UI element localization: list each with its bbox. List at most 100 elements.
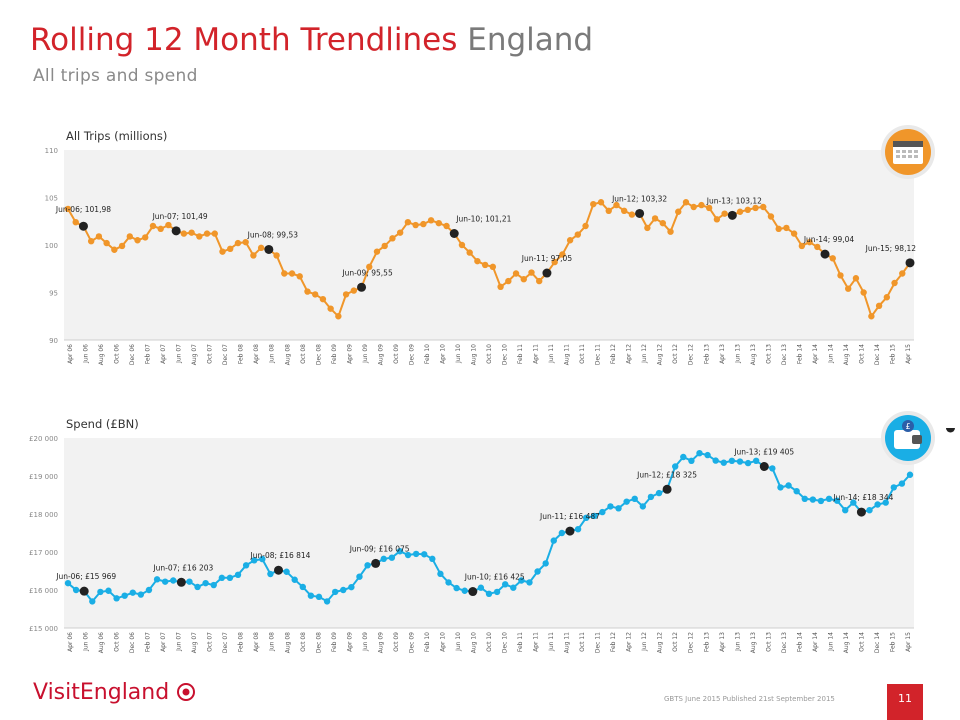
trips-data-point (381, 242, 388, 250)
trips-data-point (373, 248, 381, 255)
trips-x-tick-label: Dec 07 (222, 344, 229, 365)
spend-data-label: Jun-08; £16 814 (250, 551, 311, 560)
spend-data-point (712, 457, 719, 464)
spend-data-point (259, 555, 266, 563)
spend-x-tick-label: Dec 13 (781, 632, 788, 653)
trips-highlight-point (820, 249, 830, 259)
trips-data-point (536, 277, 543, 285)
spend-data-point (833, 497, 841, 504)
trips-x-tick-label: Jun 13 (734, 344, 741, 364)
trips-x-tick-label: Aug 11 (564, 344, 571, 365)
trips-data-point (72, 219, 79, 226)
trips-x-tick-label: Dec 10 (502, 344, 509, 365)
trips-x-tick-label: Feb 13 (703, 344, 710, 364)
trips-data-point (551, 258, 558, 266)
spend-x-tick-label: Feb 09 (331, 632, 338, 652)
spend-data-point (429, 555, 436, 563)
trips-data-point (396, 229, 404, 236)
trips-data-point (458, 241, 466, 249)
spend-data-point (364, 562, 371, 569)
spend-data-point (121, 592, 128, 599)
trips-data-point (675, 208, 682, 215)
spend-data-point (234, 571, 242, 578)
spend-data-point (534, 568, 541, 575)
trips-x-tick-label: Oct 11 (579, 344, 586, 364)
spend-x-tick-label: Aug 10 (470, 632, 477, 653)
spend-data-point (493, 588, 501, 596)
trips-x-tick-label: Oct 07 (207, 344, 214, 364)
spend-data-point (453, 584, 460, 592)
spend-data-point (688, 457, 695, 464)
spend-data-label: Jun-11; £16 487 (539, 512, 600, 521)
spend-data-point (323, 598, 331, 605)
spend-x-tick-label: Feb 07 (145, 632, 152, 652)
trips-data-point (682, 199, 690, 206)
spend-data-point (631, 495, 638, 502)
trips-data-label: Jun-07; 101,49 (152, 212, 208, 221)
spend-x-tick-label: Feb 12 (610, 632, 617, 652)
spend-data-point (801, 495, 808, 502)
trips-x-tick-label: Jun 10 (455, 344, 462, 364)
spend-data-point (226, 574, 234, 582)
trips-data-point (590, 200, 597, 208)
spend-x-tick-label: Feb 14 (796, 632, 803, 652)
spend-data-point (315, 593, 323, 601)
spend-x-tick-label: Dec 11 (595, 632, 602, 653)
spend-x-tick-label: Apr 08 (253, 632, 260, 652)
trips-data-point (559, 251, 566, 258)
spend-data-point (817, 497, 825, 505)
spend-x-tick-label: Apr 06 (67, 632, 74, 652)
spend-x-tick-label: Jun 12 (641, 632, 648, 652)
spend-data-point (898, 480, 906, 487)
trips-data-point (389, 235, 396, 242)
spend-x-tick-label: Apr 10 (439, 632, 446, 652)
spend-highlight-point (79, 586, 89, 596)
wallet-pound-icon: £ (881, 411, 935, 465)
trips-data-point (814, 243, 821, 251)
trips-data-point (95, 233, 103, 240)
spend-x-tick-label: Oct 08 (300, 632, 307, 652)
trips-x-tick-label: Jun 09 (362, 344, 369, 364)
trips-data-point (118, 242, 126, 250)
spend-y-tick-label: £19 000 (29, 473, 58, 481)
spend-data-point (485, 590, 493, 597)
spend-data-point (591, 512, 598, 520)
spend-x-tick-label: Dec 08 (315, 632, 322, 653)
trips-y-tick-label: 100 (45, 242, 58, 250)
spend-data-point (291, 576, 298, 583)
trips-x-tick-label: Oct 09 (393, 344, 400, 364)
trips-data-point (837, 272, 844, 279)
trips-data-point (134, 237, 141, 244)
spend-data-point (340, 586, 347, 594)
trips-data-label: Jun-15; 98,12 (865, 244, 917, 253)
spend-x-tick-label: Oct 06 (114, 632, 121, 652)
spend-data-point (437, 570, 444, 578)
spend-data-point (696, 450, 703, 457)
spend-data-point (331, 588, 339, 596)
spend-data-point (680, 453, 687, 461)
visitengland-logo: VisitEngland (33, 680, 196, 705)
spend-data-label: Jun-06; £15 969 (55, 572, 116, 581)
trips-data-point (744, 206, 751, 214)
spend-data-point (777, 484, 784, 491)
trips-x-tick-label: Feb 12 (610, 344, 617, 364)
trips-highlight-point (264, 244, 274, 254)
trips-x-tick-label: Oct 13 (765, 344, 772, 364)
trips-data-point (196, 233, 203, 240)
spend-x-tick-label: Aug 09 (377, 632, 384, 653)
spend-data-point (412, 550, 420, 558)
trips-data-point (705, 204, 713, 212)
trips-x-tick-label: Oct 10 (486, 344, 493, 364)
trips-x-tick-label: Dec 08 (315, 344, 322, 365)
spend-x-tick-label: Aug 11 (564, 632, 571, 653)
spend-highlight-point (945, 428, 955, 433)
trips-data-point (281, 270, 288, 277)
trips-data-point (899, 270, 906, 277)
trips-data-point (304, 288, 311, 295)
spend-data-point (890, 484, 898, 491)
trips-x-tick-label: Dec 09 (408, 344, 415, 365)
trips-data-point (860, 289, 867, 296)
trips-x-tick-label: Feb 11 (517, 344, 524, 364)
trips-data-point (219, 248, 226, 255)
trips-data-point (366, 263, 373, 271)
